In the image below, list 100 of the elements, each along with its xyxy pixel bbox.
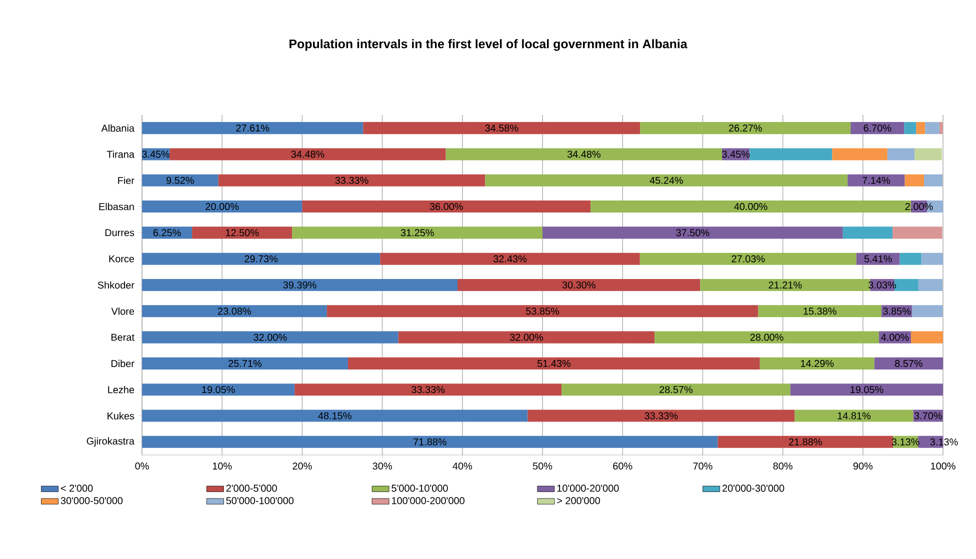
data-label: 48.15% <box>318 412 352 420</box>
bar <box>758 305 882 318</box>
data-label: 4.00% <box>881 334 909 341</box>
bar <box>842 226 893 239</box>
data-label: 19.05% <box>850 386 884 394</box>
y-tick-label: Gjirokastra <box>86 437 134 447</box>
data-label: 21.88% <box>789 438 822 446</box>
data-label: 53.85% <box>526 308 560 315</box>
bar <box>700 278 870 292</box>
data-label: 29.73% <box>244 255 278 262</box>
data-label: 33.33% <box>335 176 368 184</box>
bar <box>562 384 790 396</box>
x-tick-label: 90% <box>853 462 873 470</box>
x-tick-label: 10% <box>212 462 232 470</box>
data-label: 19.05% <box>202 386 235 394</box>
bar <box>914 148 942 160</box>
bar <box>142 278 458 292</box>
y-tick-label: Lezhe <box>108 386 134 394</box>
bar <box>760 357 874 370</box>
bar <box>528 410 795 422</box>
data-label: 37.50% <box>676 229 710 236</box>
bar <box>170 148 446 160</box>
data-label: 32.43% <box>494 255 527 262</box>
bar <box>832 148 888 160</box>
bar <box>142 226 192 239</box>
data-label: 3.85% <box>883 308 911 315</box>
bar <box>218 174 486 186</box>
bar <box>718 436 894 448</box>
y-tick-label: Berat <box>111 334 134 341</box>
bar <box>790 384 944 396</box>
y-tick-label: Durres <box>105 229 134 236</box>
data-label: 34.48% <box>291 150 324 158</box>
bar <box>294 384 562 396</box>
data-label: 45.24% <box>650 176 683 184</box>
bar <box>485 174 848 186</box>
data-label: 27.03% <box>732 255 765 262</box>
bar <box>142 305 327 318</box>
x-tick-label: 20% <box>292 462 312 470</box>
data-label: 21.21% <box>768 281 802 288</box>
x-tick-label: 60% <box>613 462 632 470</box>
bar <box>887 148 915 160</box>
data-label: 15.38% <box>804 308 836 315</box>
data-label: 6.25% <box>153 229 181 236</box>
x-tick-label: 0% <box>135 462 149 470</box>
legend-label: > 200'000 <box>557 497 600 504</box>
data-label: 26.27% <box>728 124 762 132</box>
data-label: 28.00% <box>750 334 784 341</box>
data-label: 23.08% <box>218 308 251 315</box>
x-tick-label: 30% <box>372 462 392 470</box>
legend-label: 50'000-100'000 <box>226 497 294 504</box>
data-label: 39.39% <box>283 281 316 289</box>
bar <box>900 252 922 265</box>
y-tick-label: Tirana <box>106 150 134 158</box>
y-tick-label: Korce <box>109 255 134 262</box>
bar <box>848 174 905 186</box>
legend-label: < 2'000 <box>60 484 93 492</box>
bar <box>850 122 904 134</box>
legend-label: 10'000-20'000 <box>557 484 619 492</box>
data-label: 7.14% <box>862 176 890 184</box>
bar <box>892 226 942 239</box>
data-label: 31.25% <box>400 229 434 236</box>
bar <box>326 305 758 318</box>
bar <box>142 331 398 344</box>
bar <box>292 226 543 239</box>
bar <box>142 436 718 448</box>
bar <box>302 200 591 213</box>
bar <box>939 122 943 134</box>
bar <box>912 305 943 318</box>
x-tick-label: 70% <box>693 462 712 470</box>
data-label: 12.50% <box>226 229 259 236</box>
bar <box>142 384 295 396</box>
legend-label: 2'000-5'000 <box>226 484 277 492</box>
bar <box>446 148 722 160</box>
data-label: 71.88% <box>414 438 446 446</box>
bar <box>918 278 942 292</box>
data-label: 14.29% <box>801 360 834 367</box>
bar <box>874 357 944 370</box>
chart-title: Population intervals in the first level of local government in Albania <box>290 39 688 51</box>
x-tick-label: 80% <box>773 462 792 470</box>
bar <box>348 357 760 370</box>
x-tick-label: 50% <box>532 462 552 470</box>
bar <box>856 252 900 265</box>
legend-label: 5'000-10'000 <box>392 484 448 492</box>
data-label: 30.30% <box>562 281 596 289</box>
data-label: 6.70% <box>864 124 892 132</box>
data-label: 51.43% <box>537 360 570 367</box>
data-label: 28.57% <box>660 386 693 394</box>
data-label: 36.00% <box>430 203 463 210</box>
y-tick-label: Vlore <box>111 307 134 315</box>
bar <box>363 122 640 134</box>
data-label: 14.81% <box>838 412 871 420</box>
data-label: 33.33% <box>644 412 678 420</box>
bar <box>654 331 879 344</box>
bar <box>924 174 942 186</box>
legend-label: 30'000-50'000 <box>60 497 123 504</box>
data-label: 3.45% <box>722 150 750 158</box>
y-tick-label: Fier <box>118 176 134 184</box>
bar <box>894 278 918 292</box>
bar <box>398 331 655 344</box>
bar <box>142 357 348 370</box>
